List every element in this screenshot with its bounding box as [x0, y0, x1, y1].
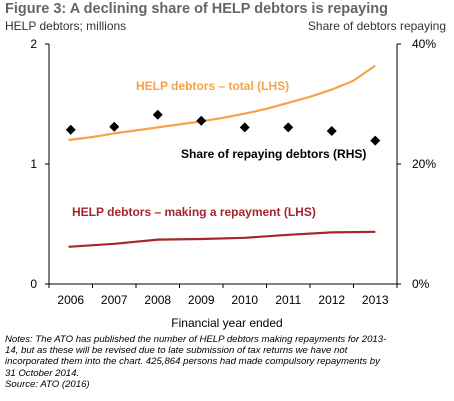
y-left-tick-label: 1 — [30, 157, 37, 171]
chart-series — [65, 64, 381, 248]
y-right-tick-label: 20% — [412, 157, 436, 171]
notes-line: 14, but as these will be revised due to … — [5, 345, 348, 357]
y-left-tick-label: 2 — [30, 37, 37, 51]
x-tick-label: 2006 — [57, 293, 84, 307]
data-point-marker — [196, 115, 207, 126]
chart-series-labels: HELP debtors – total (LHS) Share of repay… — [72, 79, 366, 219]
x-tick-label: 2007 — [101, 293, 128, 307]
y-left-tick-label: 0 — [30, 277, 37, 291]
data-point-marker — [326, 126, 337, 136]
y-right-tick-label: 40% — [412, 37, 436, 51]
data-point-marker — [65, 124, 76, 135]
series-label: Share of repaying debtors (RHS) — [181, 147, 366, 161]
x-tick-label: 2010 — [231, 293, 258, 307]
data-point-marker — [152, 109, 163, 120]
x-tick-label: 2009 — [188, 293, 215, 307]
right-axis-caption: Share of debtors repaying — [307, 19, 446, 33]
x-axis-label: Financial year ended — [171, 316, 283, 330]
series-line — [68, 64, 376, 142]
x-tick-label: 2012 — [318, 293, 345, 307]
data-point-marker — [239, 122, 250, 133]
series-label: HELP debtors – making a repayment (LHS) — [72, 205, 316, 219]
x-tick-label: 2008 — [144, 293, 171, 307]
x-tick-label: 2013 — [362, 293, 389, 307]
chart-notes: Notes: The ATO has published the number … — [5, 334, 449, 390]
notes-line: Notes: The ATO has published the number … — [5, 334, 387, 345]
chart-source: Source: ATO (2016) — [5, 378, 90, 390]
left-axis-caption: HELP debtors; millions — [5, 19, 127, 33]
y-right-tick-label: 0% — [412, 277, 430, 291]
notes-line: incorporated them into the chart. 425,86… — [5, 356, 380, 368]
x-tick-label: 2011 — [275, 293, 301, 307]
data-point-marker — [370, 135, 381, 146]
data-point-marker — [109, 121, 120, 132]
chart-title: Figure 3: A declining share of HELP debt… — [5, 1, 388, 17]
series-line — [68, 230, 376, 248]
notes-line: 31 October 2014. — [5, 367, 80, 379]
series-label: HELP debtors – total (LHS) — [136, 79, 289, 93]
data-point-marker — [283, 122, 294, 133]
